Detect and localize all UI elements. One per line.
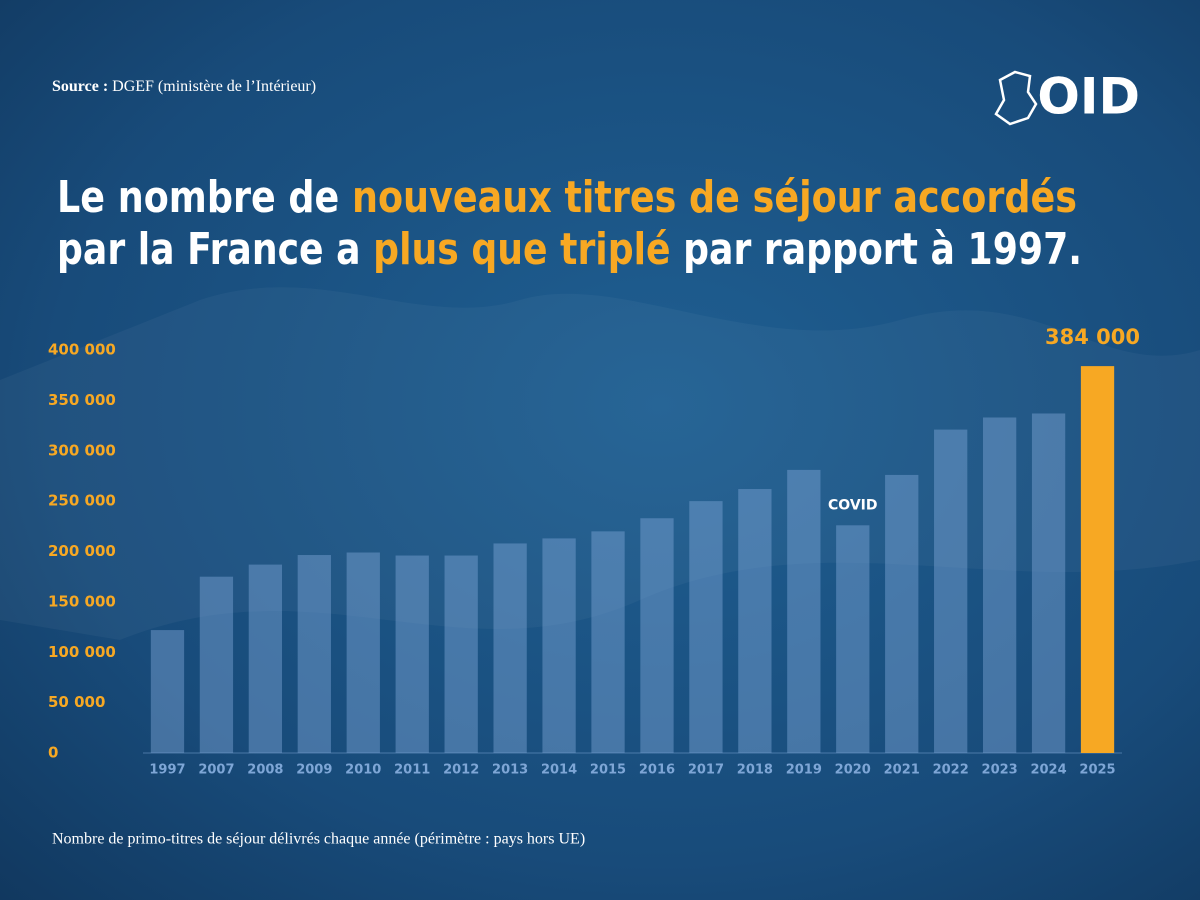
value-label: 384 000 — [1045, 325, 1140, 349]
bar — [395, 555, 429, 753]
y-tick-label: 50 000 — [48, 693, 105, 711]
y-tick-label: 0 — [48, 744, 58, 762]
x-tick-label: 2011 — [394, 763, 430, 778]
y-tick-label: 350 000 — [48, 391, 116, 409]
x-tick-label: 2017 — [688, 763, 724, 778]
x-tick-label: 2008 — [247, 763, 283, 778]
source-label: Source : — [52, 78, 108, 95]
x-tick-label: 2015 — [590, 763, 626, 778]
logo-shape — [994, 70, 1038, 126]
y-tick-label: 100 000 — [48, 643, 116, 661]
x-tick-label: 2007 — [198, 763, 234, 778]
title-segment: plus que triplé — [373, 224, 670, 275]
bar — [542, 538, 576, 753]
bar — [199, 576, 234, 753]
x-tick-label: 2014 — [541, 763, 577, 778]
bar — [885, 474, 919, 753]
y-tick-label: 300 000 — [48, 441, 116, 459]
bar — [738, 489, 772, 753]
x-tick-label: 2012 — [443, 763, 479, 778]
bar — [150, 630, 185, 753]
bar — [248, 564, 283, 753]
map-texture — [0, 287, 1200, 640]
bar — [346, 552, 380, 753]
x-tick-label: 2022 — [933, 763, 969, 778]
title-segment: par la France a — [57, 224, 373, 275]
x-tick-label: 2024 — [1030, 763, 1066, 778]
x-tick-label: 2019 — [786, 763, 822, 778]
logo-text: OID — [1037, 68, 1140, 126]
x-tick-label: 2023 — [982, 763, 1018, 778]
bar — [787, 469, 821, 753]
bar — [640, 518, 674, 753]
x-tick-label: 2009 — [296, 763, 332, 778]
x-tick-label: 2016 — [639, 763, 675, 778]
bar — [1080, 366, 1115, 753]
title: Le nombre de nouveaux titres de séjour a… — [57, 172, 1082, 275]
x-tick-label: 2021 — [884, 763, 920, 778]
bar — [444, 555, 478, 753]
bar — [1031, 413, 1066, 753]
bar — [982, 417, 1017, 753]
source: Source : DGEF (ministère de l’Intérieur) — [52, 78, 316, 95]
annotation: COVID — [828, 497, 877, 513]
x-tick-label: 2025 — [1079, 763, 1115, 778]
x-tick-label: 2018 — [737, 763, 773, 778]
bar — [836, 525, 870, 753]
title-segment: par rapport à 1997. — [671, 224, 1082, 275]
logo: OID — [994, 68, 1140, 126]
x-tick-label: 2013 — [492, 763, 528, 778]
bar — [297, 555, 331, 753]
x-tick-label: 2010 — [345, 763, 381, 778]
bar — [493, 543, 527, 753]
x-tick-label: 2020 — [835, 763, 871, 778]
y-tick-label: 150 000 — [48, 592, 116, 610]
bar — [689, 501, 723, 753]
title-line: par la France a plus que triplé par rapp… — [57, 224, 1082, 275]
note: Nombre de primo-titres de séjour délivré… — [52, 831, 585, 848]
x-tick-label: 1997 — [149, 763, 185, 778]
y-tick-label: 200 000 — [48, 542, 116, 560]
bar — [591, 531, 625, 753]
source-text: DGEF (ministère de l’Intérieur) — [112, 78, 316, 95]
title-segment: nouveaux titres de séjour accordés — [352, 172, 1077, 223]
title-segment: Le nombre de — [57, 172, 352, 223]
title-line: Le nombre de nouveaux titres de séjour a… — [57, 172, 1077, 223]
y-tick-label: 250 000 — [48, 492, 116, 510]
bar — [934, 429, 968, 753]
y-tick-label: 400 000 — [48, 341, 116, 359]
